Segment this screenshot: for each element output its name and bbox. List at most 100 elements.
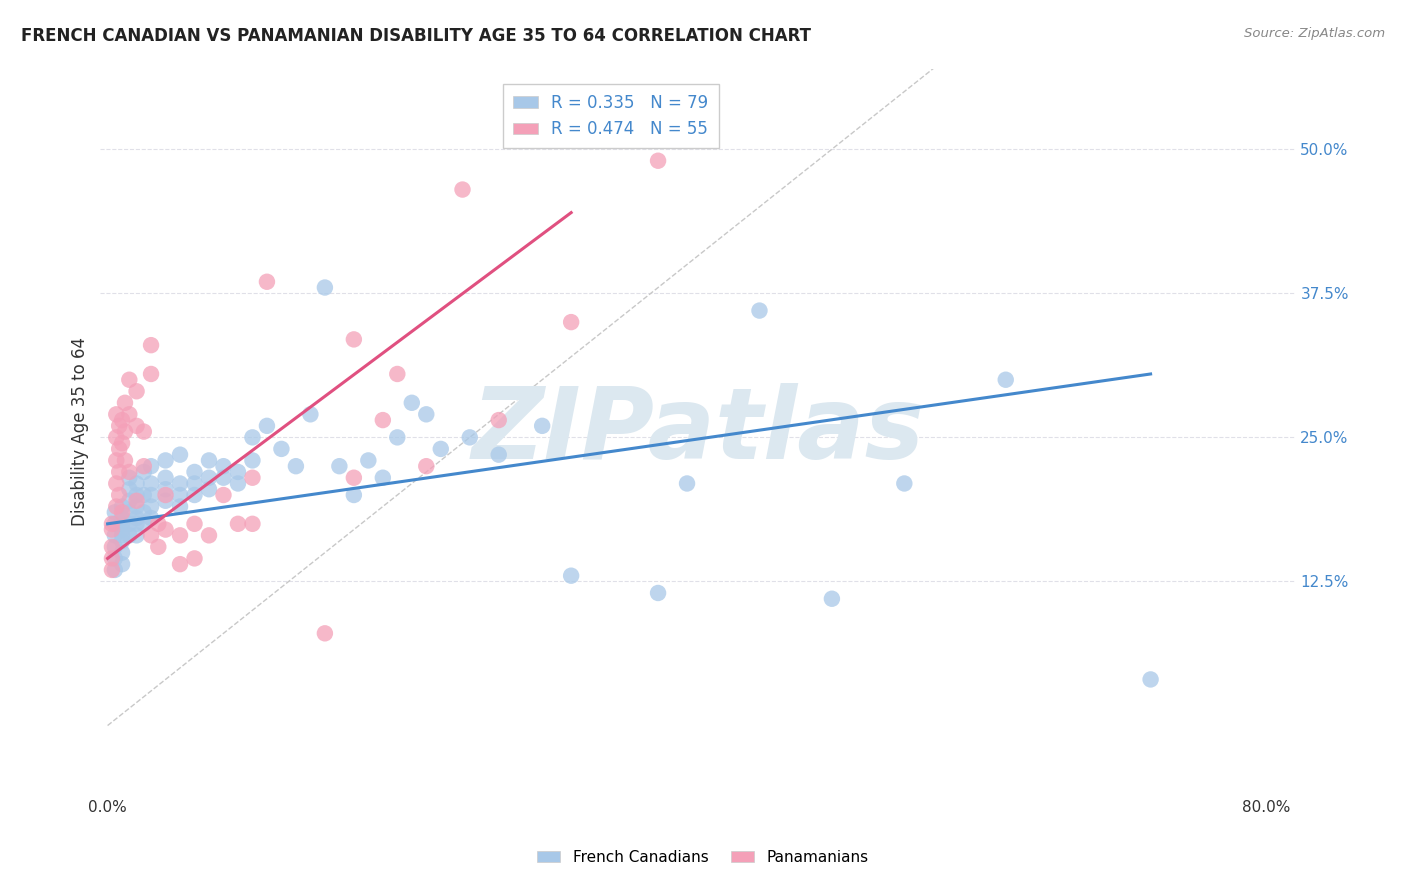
- Point: [155, 523, 177, 537]
- Point: [125, 528, 148, 542]
- Text: Source: ZipAtlas.com: Source: ZipAtlas.com: [1244, 27, 1385, 40]
- Point: [125, 476, 148, 491]
- Point: [169, 528, 191, 542]
- Point: [139, 488, 162, 502]
- Point: [125, 493, 148, 508]
- Point: [893, 476, 915, 491]
- Point: [242, 471, 264, 485]
- Point: [118, 471, 141, 485]
- Point: [1139, 673, 1161, 687]
- Point: [676, 476, 699, 491]
- Point: [169, 557, 191, 571]
- Point: [111, 413, 134, 427]
- Point: [148, 516, 170, 531]
- Point: [111, 523, 134, 537]
- Point: [125, 516, 148, 531]
- Point: [242, 430, 264, 444]
- Point: [531, 418, 554, 433]
- Point: [104, 528, 127, 542]
- Point: [226, 465, 249, 479]
- Point: [104, 505, 127, 519]
- Point: [560, 568, 582, 582]
- Point: [105, 430, 128, 444]
- Point: [343, 471, 366, 485]
- Point: [242, 453, 264, 467]
- Point: [108, 418, 131, 433]
- Point: [401, 396, 423, 410]
- Point: [118, 528, 141, 542]
- Point: [125, 500, 148, 514]
- Point: [270, 442, 292, 456]
- Point: [101, 551, 124, 566]
- Point: [183, 476, 205, 491]
- Point: [105, 476, 128, 491]
- Point: [139, 338, 162, 352]
- Point: [415, 459, 437, 474]
- Point: [118, 482, 141, 496]
- Point: [647, 153, 669, 168]
- Point: [104, 540, 127, 554]
- Point: [101, 516, 124, 531]
- Point: [155, 488, 177, 502]
- Point: [415, 407, 437, 421]
- Point: [488, 413, 510, 427]
- Point: [118, 407, 141, 421]
- Text: FRENCH CANADIAN VS PANAMANIAN DISABILITY AGE 35 TO 64 CORRELATION CHART: FRENCH CANADIAN VS PANAMANIAN DISABILITY…: [21, 27, 811, 45]
- Point: [328, 459, 350, 474]
- Point: [132, 425, 155, 439]
- Point: [148, 540, 170, 554]
- Point: [226, 476, 249, 491]
- Point: [284, 459, 307, 474]
- Legend: R = 0.335   N = 79, R = 0.474   N = 55: R = 0.335 N = 79, R = 0.474 N = 55: [503, 84, 718, 148]
- Point: [155, 471, 177, 485]
- Point: [226, 516, 249, 531]
- Legend: French Canadians, Panamanians: French Canadians, Panamanians: [531, 844, 875, 871]
- Point: [118, 493, 141, 508]
- Point: [387, 367, 409, 381]
- Point: [114, 453, 136, 467]
- Point: [111, 500, 134, 514]
- Point: [125, 511, 148, 525]
- Point: [198, 471, 221, 485]
- Point: [169, 476, 191, 491]
- Point: [108, 442, 131, 456]
- Point: [488, 448, 510, 462]
- Point: [560, 315, 582, 329]
- Point: [101, 540, 124, 554]
- Point: [387, 430, 409, 444]
- Point: [139, 476, 162, 491]
- Point: [132, 459, 155, 474]
- Point: [139, 511, 162, 525]
- Point: [114, 396, 136, 410]
- Point: [105, 500, 128, 514]
- Point: [132, 516, 155, 531]
- Point: [101, 523, 124, 537]
- Point: [183, 488, 205, 502]
- Point: [118, 516, 141, 531]
- Point: [118, 373, 141, 387]
- Point: [111, 528, 134, 542]
- Point: [458, 430, 481, 444]
- Point: [111, 436, 134, 450]
- Point: [111, 557, 134, 571]
- Point: [198, 453, 221, 467]
- Point: [111, 516, 134, 531]
- Point: [125, 418, 148, 433]
- Point: [183, 551, 205, 566]
- Point: [139, 500, 162, 514]
- Point: [139, 528, 162, 542]
- Point: [343, 488, 366, 502]
- Point: [155, 453, 177, 467]
- Point: [155, 482, 177, 496]
- Point: [105, 453, 128, 467]
- Point: [118, 505, 141, 519]
- Point: [104, 563, 127, 577]
- Point: [314, 280, 336, 294]
- Point: [118, 465, 141, 479]
- Point: [242, 516, 264, 531]
- Point: [183, 516, 205, 531]
- Point: [198, 482, 221, 496]
- Point: [299, 407, 322, 421]
- Point: [108, 465, 131, 479]
- Point: [371, 471, 394, 485]
